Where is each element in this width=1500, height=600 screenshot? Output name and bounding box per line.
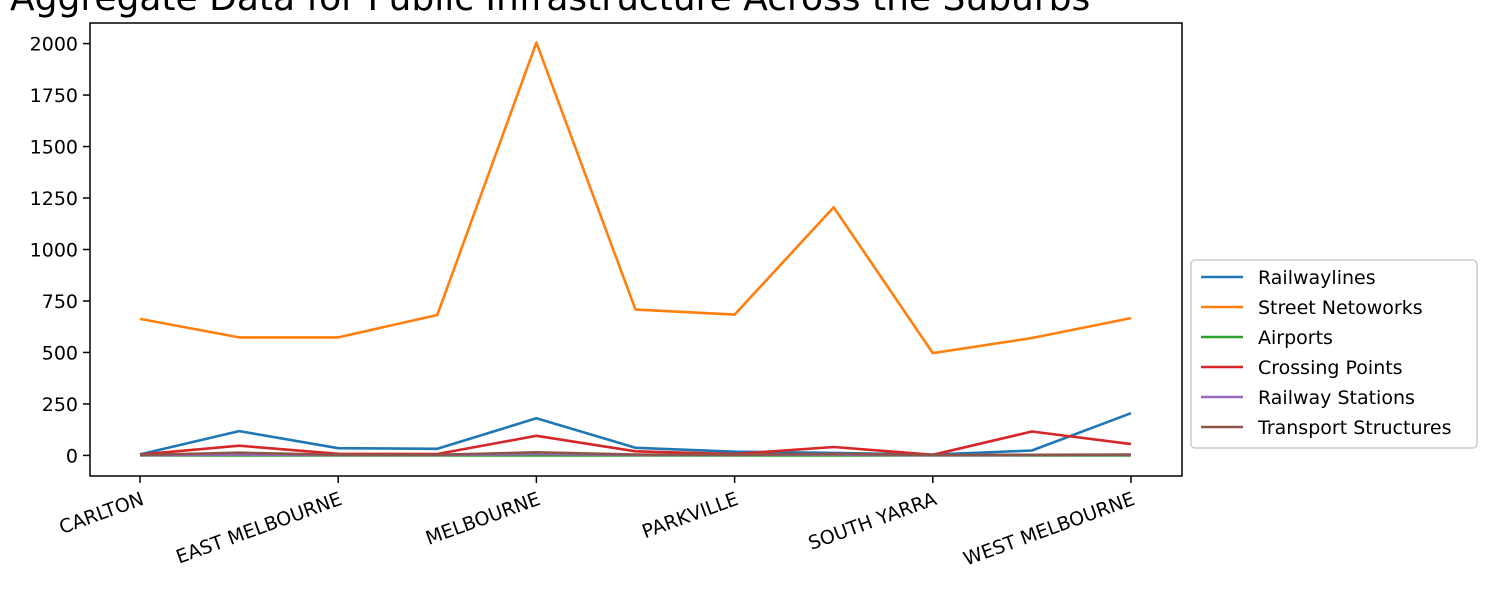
x-axis: CARLTON EAST MELBOURNE MELBOURNE PARKVILLE S…	[56, 476, 1138, 570]
series-line-transport-structures	[139, 450, 1132, 457]
series-line-crossing-points	[139, 430, 1132, 457]
series-layer	[139, 41, 1132, 457]
series-line-railwaylines	[139, 411, 1132, 456]
legend-label-railwaylines: Railwaylines	[1258, 267, 1376, 289]
y-tick-label: 0	[66, 445, 78, 467]
legend-label-airports: Airports	[1258, 327, 1333, 349]
legend: Railwaylines Street Netoworks Airports Cros…	[1190, 259, 1478, 449]
y-axis: 0 250 500 750 1000 1250 1500 1750 2000	[30, 34, 90, 467]
y-tick-label: 2000	[30, 34, 78, 56]
y-tick-label: 1000	[30, 240, 78, 262]
chart-title: Aggregate Data for Public Infrastructure…	[10, 0, 1090, 19]
y-tick-label: 250	[42, 394, 78, 416]
y-tick-label: 1250	[30, 188, 78, 210]
legend-label-street-netoworks: Street Netoworks	[1258, 297, 1423, 319]
x-tick-label: SOUTH YARRA	[805, 488, 939, 555]
x-tick-label: PARKVILLE	[639, 488, 741, 543]
series-line-street-netoworks	[139, 41, 1132, 355]
y-tick-label: 1500	[30, 137, 78, 159]
legend-frame	[1190, 259, 1478, 449]
legend-label-transport-structures: Transport Structures	[1257, 417, 1451, 439]
x-tick-label: MELBOURNE	[423, 488, 543, 550]
x-tick-label: WEST MELBOURNE	[961, 488, 1138, 570]
legend-label-crossing-points: Crossing Points	[1258, 357, 1403, 379]
y-tick-label: 750	[42, 291, 78, 313]
legend-label-railway-stations: Railway Stations	[1258, 387, 1415, 409]
x-tick-label: CARLTON	[56, 488, 146, 539]
plot-area-frame	[89, 22, 1183, 477]
y-tick-label: 1750	[30, 85, 78, 107]
x-tick-label: EAST MELBOURNE	[173, 488, 345, 568]
y-tick-label: 500	[42, 342, 78, 364]
